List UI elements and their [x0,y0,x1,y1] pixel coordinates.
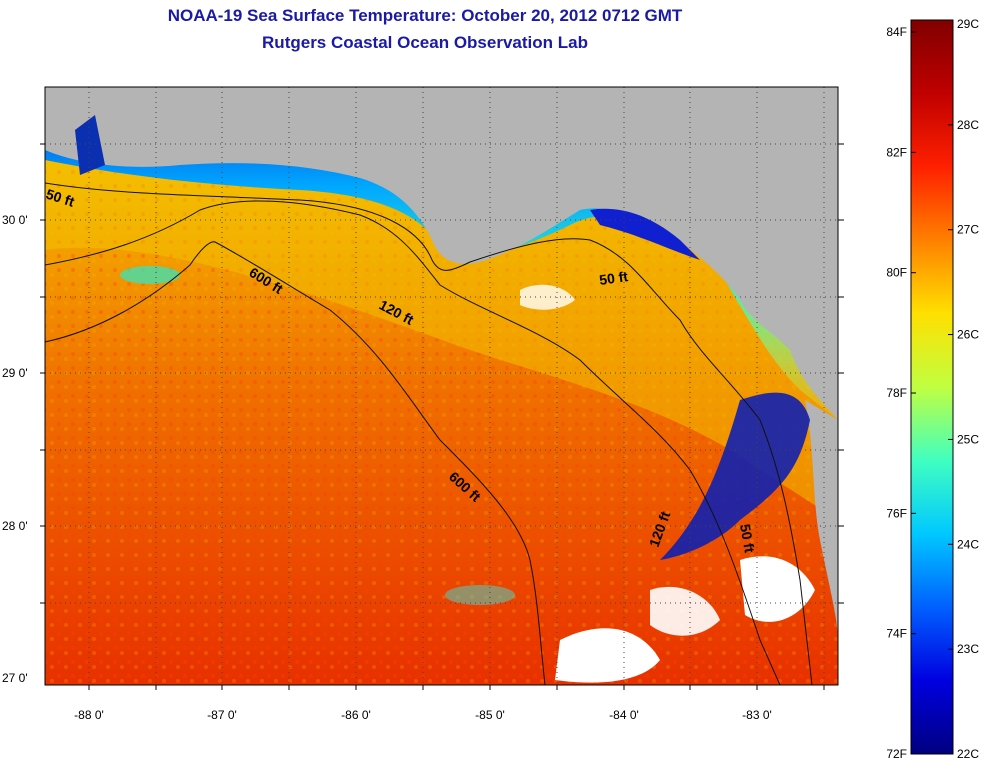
latitude-label: 27 0' [2,671,28,685]
contour-label: 50 ft [737,523,758,554]
colorbar-celsius-label: 22C [957,747,979,761]
colorbar-celsius-label: 29C [957,17,979,31]
latitude-label: 30 0' [2,213,28,227]
map-subtitle: Rutgers Coastal Ocean Observation Lab [262,33,588,52]
map-frame [44,86,839,686]
land-area [45,87,838,420]
colorbar-celsius-label: 27C [957,223,979,237]
longitude-label: -88 0' [74,708,104,722]
axis-ticks [40,143,844,690]
colorbar-celsius-label: 23C [957,642,979,656]
colorbar-fahrenheit-label: 82F [886,145,907,159]
latitude-label: 29 0' [2,366,28,380]
longitude-label: -83 0' [742,708,772,722]
colorbar-fahrenheit-label: 78F [886,386,907,400]
longitude-label: -85 0' [475,708,505,722]
cloud-patch [740,556,815,622]
longitude-label: -87 0' [207,708,237,722]
bay-cold-water [75,115,105,175]
contour-label: 50 ft [598,268,629,288]
contour-50ft [45,182,813,685]
map-image: 50 ft 600 ft 120 ft 50 ft 600 ft 120 ft … [45,87,838,685]
colorbar-fahrenheit-label: 80F [886,266,907,280]
colorbar-celsius-label: 26C [957,328,979,342]
colorbar-fahrenheit-labels: 84F 82F 80F 78F 76F 74F 72F [886,25,907,761]
contour-120ft [45,200,781,685]
contour-600ft [45,241,546,685]
colorbar-celsius-label: 25C [957,432,979,446]
colorbar-fahrenheit-label: 72F [886,747,907,761]
latitude-label: 28 0' [2,519,28,533]
colorbar [910,19,954,755]
longitude-label: -84 0' [609,708,639,722]
colorbar-celsius-labels: 29C 28C 27C 26C 25C 24C 23C 22C [957,17,979,761]
colorbar-fahrenheit-label: 76F [886,506,907,520]
colorbar-celsius-label: 24C [957,537,979,551]
graticule [45,87,838,685]
colorbar-celsius-label: 28C [957,118,979,132]
colorbar-ticks [911,19,953,755]
longitude-label: -86 0' [341,708,371,722]
map-title: NOAA-19 Sea Surface Temperature: October… [167,6,683,25]
colorbar-fahrenheit-label: 84F [886,25,907,39]
colorbar-fahrenheit-label: 74F [886,627,907,641]
